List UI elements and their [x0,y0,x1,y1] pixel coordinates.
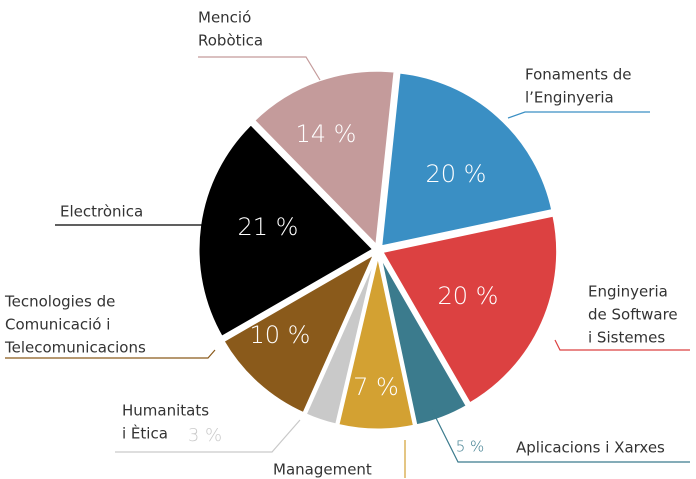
pie-slice [379,213,560,407]
leader-line [198,56,321,81]
slice-label: de Software [588,306,678,324]
slice-label: Aplicacions i Xarxes [516,439,665,457]
slice-label: Fonaments de [525,66,632,84]
slice-label: Robòtica [198,32,263,50]
slice-label: Enginyeria [588,283,668,301]
value-label: 3 % [188,425,222,446]
leader-line [507,111,650,119]
pie-slice [378,70,555,249]
value-label: 20 % [438,282,499,310]
leader-line [115,419,301,453]
slice-label: Telecomunicacions [4,339,146,357]
leader-line [554,339,690,351]
value-label: 14 % [296,120,357,148]
slice-label: Menció [198,9,251,27]
slice-label: Management [273,461,372,479]
value-label: 21 % [238,213,299,241]
value-label: 5 % [456,438,485,456]
value-label: 20 % [426,160,487,188]
leader-line [431,409,690,463]
leader-line [5,349,216,359]
slice-label: i Sistemes [588,329,665,347]
slice-label: i Ètica [122,424,168,443]
pie-slice [303,253,379,427]
slice-label: Humanitats [122,402,209,420]
pie-slice [251,68,397,250]
slice-label: Comunicació i [5,316,110,334]
value-label: 7 % [353,373,399,401]
slice-label: Tecnologies de [4,293,115,311]
pie-slice [377,252,470,428]
slice-label: l’Enginyeria [525,89,614,107]
slice-label: Electrònica [60,203,143,221]
pie-slice [220,249,379,416]
value-label: 10 % [250,321,311,349]
